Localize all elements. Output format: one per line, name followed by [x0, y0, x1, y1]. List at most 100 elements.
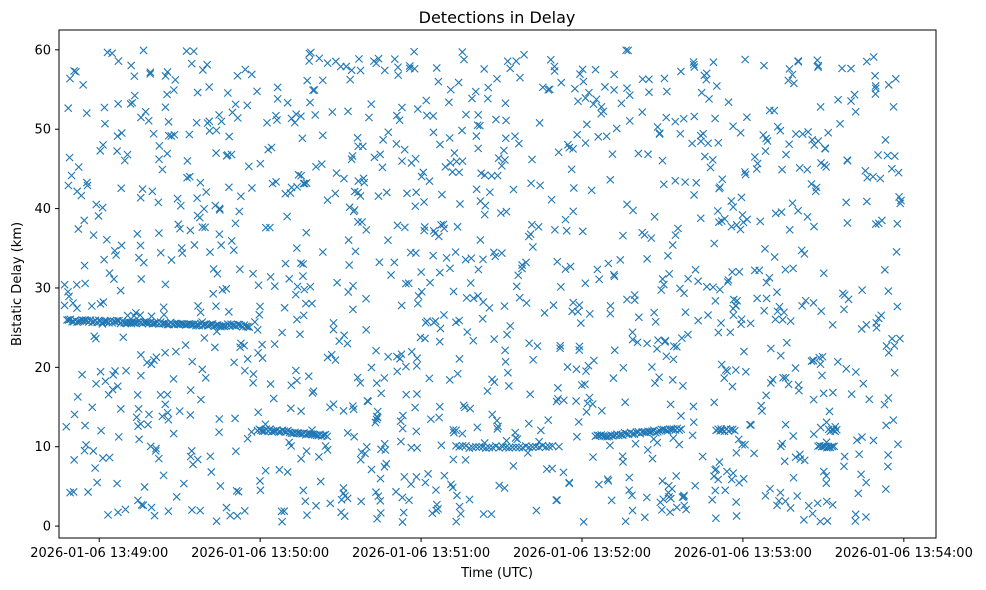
- data-point: [736, 225, 745, 234]
- data-point: [148, 319, 157, 328]
- data-point: [893, 302, 902, 311]
- data-point: [766, 344, 775, 353]
- data-point: [74, 225, 83, 234]
- data-point: [201, 223, 210, 232]
- data-point: [79, 80, 88, 89]
- data-point: [479, 298, 488, 307]
- data-point: [348, 402, 357, 411]
- data-point: [89, 231, 98, 240]
- data-point: [152, 353, 161, 362]
- data-point: [155, 155, 164, 164]
- data-point: [205, 117, 214, 126]
- data-point: [778, 439, 787, 448]
- data-point: [840, 305, 849, 314]
- data-point: [723, 277, 732, 286]
- data-point: [367, 363, 376, 372]
- data-point: [387, 271, 395, 280]
- data-point: [64, 181, 73, 190]
- data-point: [174, 220, 183, 229]
- data-point: [455, 354, 464, 363]
- data-point: [713, 207, 722, 215]
- data-point: [297, 407, 306, 416]
- data-point: [198, 365, 207, 374]
- data-point: [512, 282, 521, 291]
- data-point: [500, 302, 509, 311]
- data-point: [628, 328, 637, 337]
- data-point: [830, 442, 839, 451]
- data-point: [851, 510, 860, 519]
- data-point: [156, 390, 165, 399]
- data-point: [422, 111, 431, 120]
- data-point: [261, 466, 270, 475]
- y-tick-label: 30: [34, 281, 51, 296]
- data-point: [499, 146, 508, 155]
- data-point: [66, 488, 75, 497]
- data-point: [417, 172, 426, 181]
- data-point: [455, 502, 464, 511]
- data-point: [473, 121, 482, 130]
- data-point: [305, 98, 314, 107]
- data-point: [117, 241, 126, 250]
- data-point: [161, 400, 170, 409]
- data-point: [205, 83, 214, 91]
- data-point: [490, 335, 499, 344]
- data-point: [364, 397, 373, 406]
- data-point: [446, 158, 455, 167]
- data-point: [481, 201, 490, 210]
- data-point: [630, 296, 639, 305]
- data-point: [344, 288, 353, 297]
- data-point: [227, 236, 236, 245]
- data-point: [669, 434, 678, 443]
- data-point: [475, 121, 484, 130]
- data-point: [573, 307, 582, 316]
- data-point: [160, 310, 169, 319]
- data-point: [235, 207, 244, 216]
- data-point: [511, 428, 520, 437]
- data-point: [677, 425, 686, 434]
- data-point: [535, 118, 544, 127]
- data-point: [192, 118, 201, 127]
- data-point: [79, 316, 88, 325]
- data-point: [515, 73, 524, 82]
- data-point: [702, 75, 711, 84]
- data-point: [163, 408, 172, 417]
- data-point: [105, 269, 114, 278]
- data-point: [196, 506, 205, 515]
- data-point: [172, 492, 181, 501]
- data-point: [871, 71, 880, 80]
- data-point: [185, 172, 194, 181]
- data-point: [575, 342, 584, 351]
- data-point: [306, 282, 315, 291]
- data-point: [862, 197, 871, 206]
- data-point: [525, 339, 534, 348]
- data-point: [112, 251, 121, 260]
- data-point: [752, 165, 761, 174]
- data-point: [176, 319, 185, 328]
- data-point: [183, 173, 192, 182]
- data-point: [269, 394, 278, 403]
- data-point: [628, 429, 637, 438]
- data-point: [437, 441, 446, 450]
- data-point: [584, 88, 593, 97]
- data-point: [133, 229, 142, 238]
- data-point: [569, 183, 578, 192]
- data-point: [603, 475, 612, 484]
- data-point: [610, 85, 619, 94]
- data-point: [679, 114, 688, 123]
- data-point: [585, 393, 594, 402]
- data-point: [784, 380, 793, 389]
- data-point: [147, 360, 156, 369]
- data-point: [704, 311, 713, 320]
- data-point: [808, 509, 817, 518]
- data-point: [303, 76, 312, 85]
- data-point: [709, 58, 718, 67]
- data-point: [880, 400, 889, 409]
- data-point: [292, 315, 301, 324]
- data-point: [114, 432, 123, 441]
- data-point: [191, 321, 200, 330]
- data-point: [139, 258, 148, 267]
- data-point: [249, 370, 258, 379]
- data-point: [266, 379, 275, 388]
- data-point: [196, 395, 205, 404]
- data-point: [724, 98, 733, 107]
